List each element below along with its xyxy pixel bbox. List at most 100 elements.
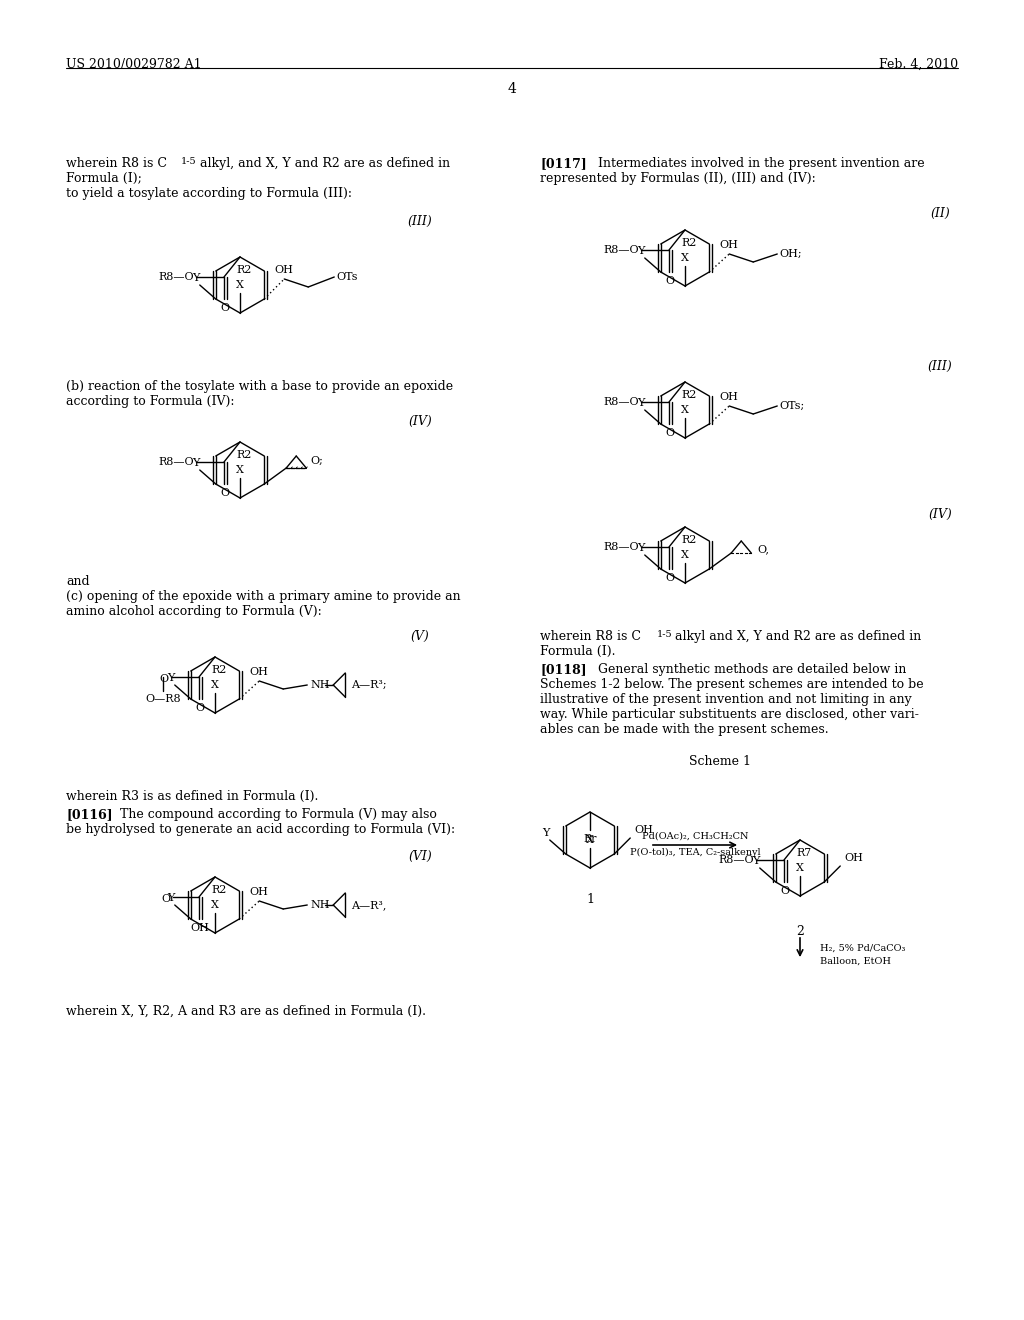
Text: R2: R2 bbox=[681, 535, 696, 545]
Text: R2: R2 bbox=[236, 265, 251, 275]
Text: O—R8: O—R8 bbox=[145, 694, 181, 704]
Text: wherein R8 is C: wherein R8 is C bbox=[66, 157, 167, 170]
Text: NH: NH bbox=[310, 680, 330, 690]
Text: H₂, 5% Pd/CaCO₃: H₂, 5% Pd/CaCO₃ bbox=[820, 944, 905, 953]
Text: ables can be made with the present schemes.: ables can be made with the present schem… bbox=[540, 723, 828, 737]
Text: X: X bbox=[681, 405, 689, 414]
Text: Y: Y bbox=[193, 273, 200, 282]
Text: X: X bbox=[211, 900, 219, 909]
Text: A—R³;: A—R³; bbox=[351, 680, 387, 690]
Text: OTs;: OTs; bbox=[779, 401, 805, 411]
Text: amino alcohol according to Formula (V):: amino alcohol according to Formula (V): bbox=[66, 605, 322, 618]
Text: be hydrolysed to generate an acid according to Formula (VI):: be hydrolysed to generate an acid accord… bbox=[66, 822, 455, 836]
Text: A—R³,: A—R³, bbox=[351, 900, 387, 909]
Text: OH: OH bbox=[250, 887, 268, 898]
Text: X: X bbox=[796, 863, 804, 873]
Text: O: O bbox=[220, 304, 229, 313]
Text: (b) reaction of the tosylate with a base to provide an epoxide: (b) reaction of the tosylate with a base… bbox=[66, 380, 454, 393]
Text: alkyl and X, Y and R2 are as defined in: alkyl and X, Y and R2 are as defined in bbox=[675, 630, 922, 643]
Text: way. While particular substituents are disclosed, other vari-: way. While particular substituents are d… bbox=[540, 708, 919, 721]
Text: R8—O: R8—O bbox=[603, 246, 639, 255]
Text: R8—O: R8—O bbox=[159, 457, 194, 467]
Text: (II): (II) bbox=[930, 207, 950, 220]
Text: 1: 1 bbox=[586, 894, 594, 906]
Text: P(O-tol)₃, TEA, C₂-salkenyl: P(O-tol)₃, TEA, C₂-salkenyl bbox=[630, 847, 760, 857]
Text: [0116]: [0116] bbox=[66, 808, 113, 821]
Text: R8—O: R8—O bbox=[603, 397, 639, 407]
Text: O: O bbox=[196, 704, 205, 713]
Text: (VI): (VI) bbox=[409, 850, 432, 863]
Text: R2: R2 bbox=[681, 389, 696, 400]
Text: X: X bbox=[586, 836, 594, 845]
Text: 2: 2 bbox=[796, 925, 804, 939]
Text: OH: OH bbox=[190, 923, 210, 933]
Text: Y: Y bbox=[167, 894, 174, 903]
Text: O;: O; bbox=[310, 455, 324, 466]
Text: R8—O: R8—O bbox=[719, 855, 754, 865]
Text: R2: R2 bbox=[681, 238, 696, 248]
Text: OH;: OH; bbox=[779, 249, 802, 259]
Text: OTs: OTs bbox=[336, 272, 357, 282]
Text: The compound according to Formula (V) may also: The compound according to Formula (V) ma… bbox=[112, 808, 437, 821]
Text: R2: R2 bbox=[211, 665, 226, 675]
Text: alkyl, and X, Y and R2 are as defined in: alkyl, and X, Y and R2 are as defined in bbox=[200, 157, 451, 170]
Text: O: O bbox=[162, 894, 171, 904]
Text: O: O bbox=[220, 488, 229, 498]
Text: Intermediates involved in the present invention are: Intermediates involved in the present in… bbox=[586, 157, 925, 170]
Text: (IV): (IV) bbox=[409, 414, 432, 428]
Text: R8—O: R8—O bbox=[159, 272, 194, 282]
Text: illustrative of the present invention and not limiting in any: illustrative of the present invention an… bbox=[540, 693, 911, 706]
Text: OH: OH bbox=[720, 392, 738, 403]
Text: Feb. 4, 2010: Feb. 4, 2010 bbox=[879, 58, 958, 71]
Text: (III): (III) bbox=[408, 215, 432, 228]
Text: R7: R7 bbox=[796, 847, 811, 858]
Text: Balloon, EtOH: Balloon, EtOH bbox=[820, 957, 891, 966]
Text: and: and bbox=[66, 576, 90, 587]
Text: OH: OH bbox=[634, 825, 653, 836]
Text: wherein R3 is as defined in Formula (I).: wherein R3 is as defined in Formula (I). bbox=[66, 789, 318, 803]
Text: General synthetic methods are detailed below in: General synthetic methods are detailed b… bbox=[586, 663, 906, 676]
Text: Y: Y bbox=[637, 246, 644, 256]
Text: Y: Y bbox=[193, 458, 200, 469]
Text: (c) opening of the epoxide with a primary amine to provide an: (c) opening of the epoxide with a primar… bbox=[66, 590, 461, 603]
Text: X: X bbox=[681, 550, 689, 560]
Text: Pd(OAc)₂, CH₃CH₂CN: Pd(OAc)₂, CH₃CH₂CN bbox=[642, 832, 749, 841]
Text: X: X bbox=[237, 280, 244, 290]
Text: Br: Br bbox=[584, 834, 597, 843]
Text: O: O bbox=[666, 428, 675, 438]
Text: Y: Y bbox=[637, 543, 644, 553]
Text: O,: O, bbox=[758, 544, 769, 554]
Text: OH: OH bbox=[720, 240, 738, 249]
Text: NH: NH bbox=[310, 900, 330, 909]
Text: O: O bbox=[780, 886, 790, 896]
Text: X: X bbox=[211, 680, 219, 690]
Text: X: X bbox=[237, 465, 244, 475]
Text: Schemes 1-2 below. The present schemes are intended to be: Schemes 1-2 below. The present schemes a… bbox=[540, 678, 924, 690]
Text: represented by Formulas (II), (III) and (IV):: represented by Formulas (II), (III) and … bbox=[540, 172, 816, 185]
Text: [0117]: [0117] bbox=[540, 157, 587, 170]
Text: (III): (III) bbox=[928, 360, 952, 374]
Text: Y: Y bbox=[542, 828, 550, 838]
Text: wherein R8 is C: wherein R8 is C bbox=[540, 630, 641, 643]
Text: 4: 4 bbox=[508, 82, 516, 96]
Text: Formula (I);: Formula (I); bbox=[66, 172, 142, 185]
Text: 1-5: 1-5 bbox=[657, 630, 673, 639]
Text: O: O bbox=[160, 675, 169, 684]
Text: (IV): (IV) bbox=[928, 508, 952, 521]
Text: R8—O: R8—O bbox=[603, 543, 639, 552]
Text: wherein X, Y, R2, A and R3 are as defined in Formula (I).: wherein X, Y, R2, A and R3 are as define… bbox=[66, 1005, 426, 1018]
Text: to yield a tosylate according to Formula (III):: to yield a tosylate according to Formula… bbox=[66, 187, 352, 201]
Text: 1-5: 1-5 bbox=[181, 157, 197, 166]
Text: O: O bbox=[666, 573, 675, 583]
Text: Scheme 1: Scheme 1 bbox=[689, 755, 751, 768]
Text: (V): (V) bbox=[411, 630, 429, 643]
Text: according to Formula (IV):: according to Formula (IV): bbox=[66, 395, 234, 408]
Text: Y: Y bbox=[167, 673, 174, 682]
Text: R2: R2 bbox=[236, 450, 251, 459]
Text: OH: OH bbox=[250, 667, 268, 677]
Text: Y: Y bbox=[637, 399, 644, 408]
Text: X: X bbox=[681, 253, 689, 263]
Text: OH: OH bbox=[274, 265, 294, 275]
Text: O: O bbox=[666, 276, 675, 286]
Text: Formula (I).: Formula (I). bbox=[540, 645, 615, 657]
